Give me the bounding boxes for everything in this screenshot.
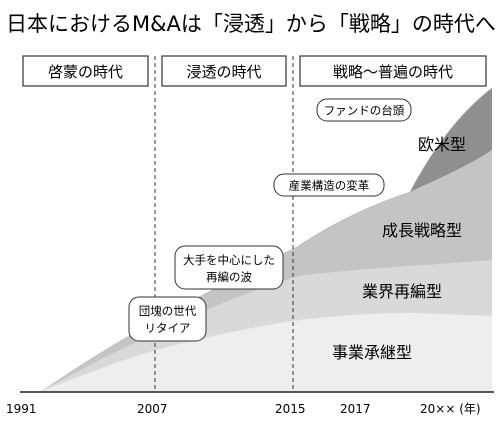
callout-reorg-line-1: 大手を中心にした	[183, 253, 275, 267]
band-label-reorganization: 業界再編型	[362, 282, 442, 301]
year-label-1991: 1991	[6, 402, 37, 416]
era-headers: 啓蒙の時代 浸透の時代 戦略～普遍の時代	[22, 55, 487, 87]
band-label-growth: 成長戦略型	[382, 221, 462, 240]
band-area-western	[410, 88, 492, 192]
band-area-western-edge	[299, 87, 493, 246]
era-label-penetration: 浸透の時代	[186, 63, 261, 81]
era-box-enlightenment	[22, 55, 149, 87]
band-area-reorganization	[40, 260, 492, 392]
era-label-strategy: 戦略～普遍の時代	[333, 63, 453, 81]
diagram-title: 日本におけるM&Aは「浸透」から「戦略」の時代へ	[6, 12, 496, 36]
callout-reorg-line-2: 再編の波	[206, 270, 252, 284]
callout-boomers-line-1: 団塊の世代	[139, 304, 197, 318]
callout-boomers-line-2: リタイア	[145, 321, 191, 335]
callout-industry-change: 産業構造の変革	[273, 173, 385, 197]
callout-funds-line-1: ファンドの台頭	[324, 104, 405, 118]
callout-industry-line-1: 産業構造の変革	[289, 179, 370, 193]
year-label-2017: 2017	[340, 402, 371, 416]
year-label-2007: 2007	[137, 402, 168, 416]
year-label-2015: 2015	[275, 402, 306, 416]
band-label-western: 欧米型	[418, 135, 466, 154]
band-label-succession: 事業承継型	[332, 343, 412, 362]
era-box-penetration	[161, 55, 287, 87]
callout-reorg-wave: 大手を中心にした 再編の波	[174, 245, 284, 290]
year-label-future: 20×× (年)	[420, 402, 481, 416]
stacked-areas	[40, 87, 493, 392]
era-box-strategy	[299, 55, 487, 87]
callout-boomers: 団塊の世代 リタイア	[128, 296, 207, 342]
era-label-enlightenment: 啓蒙の時代	[48, 63, 123, 81]
callout-funds: ファンドの台頭	[316, 98, 412, 122]
band-area-succession	[40, 313, 492, 392]
